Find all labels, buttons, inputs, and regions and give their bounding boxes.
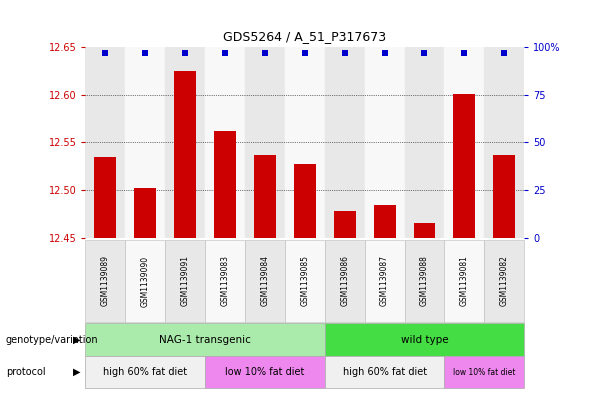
Bar [125,47,165,238]
Bar [405,47,445,238]
Bar [373,206,396,238]
Text: GSM1139087: GSM1139087 [380,255,389,307]
Bar [334,211,356,238]
Text: GSM1139091: GSM1139091 [181,255,190,307]
Bar [245,47,285,238]
Text: ▶: ▶ [73,367,80,377]
Point [380,50,389,56]
Title: GDS5264 / A_51_P317673: GDS5264 / A_51_P317673 [223,30,386,43]
Text: genotype/variation: genotype/variation [6,334,98,345]
Text: GSM1139084: GSM1139084 [260,255,269,307]
Bar [285,47,325,238]
Point [499,50,509,56]
Point [220,50,230,56]
Bar [365,47,405,238]
Text: wild type: wild type [401,334,448,345]
Text: ▶: ▶ [73,334,80,345]
Bar [254,155,276,238]
Text: protocol: protocol [6,367,45,377]
Text: GSM1139082: GSM1139082 [499,255,509,307]
Text: high 60% fat diet: high 60% fat diet [343,367,426,377]
Text: low 10% fat diet: low 10% fat diet [453,368,515,376]
Bar [325,47,365,238]
Point [459,50,469,56]
Text: GSM1139090: GSM1139090 [141,255,150,307]
Text: GSM1139083: GSM1139083 [220,255,230,307]
Text: high 60% fat diet: high 60% fat diet [103,367,187,377]
Bar [85,47,125,238]
Point [101,50,110,56]
Bar [165,47,205,238]
Point [300,50,310,56]
Bar [294,164,316,238]
Text: NAG-1 transgenic: NAG-1 transgenic [159,334,251,345]
Point [420,50,429,56]
Point [180,50,190,56]
Text: GSM1139085: GSM1139085 [300,255,309,307]
Text: GSM1139081: GSM1139081 [460,255,469,307]
Bar [205,47,245,238]
Bar [174,71,196,238]
Text: low 10% fat diet: low 10% fat diet [225,367,305,377]
Bar [484,47,524,238]
Bar [494,155,515,238]
Point [141,50,150,56]
Bar [214,131,236,238]
Point [340,50,349,56]
Text: GSM1139089: GSM1139089 [101,255,110,307]
Bar [134,188,156,238]
Bar [454,94,475,238]
Bar [445,47,484,238]
Bar [413,222,435,238]
Text: GSM1139086: GSM1139086 [340,255,349,307]
Text: GSM1139088: GSM1139088 [420,255,429,307]
Point [260,50,270,56]
Bar [94,157,116,238]
